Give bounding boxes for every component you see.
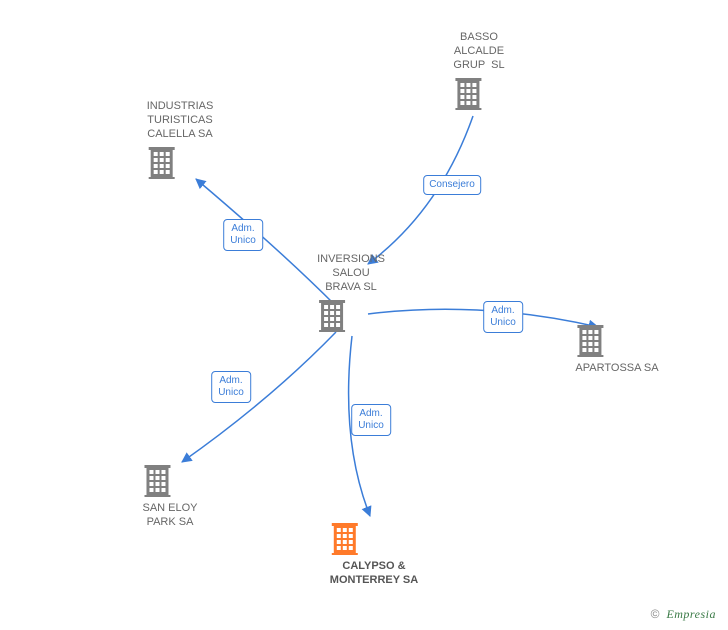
node-ind: INDUSTRIAS TURISTICAS CALELLA SA	[147, 99, 214, 179]
credit-text: Empresia	[666, 607, 716, 621]
node-label-ind: INDUSTRIAS TURISTICAS CALELLA SA	[147, 99, 214, 141]
node-label-calypso: CALYPSO & MONTERREY SA	[330, 559, 418, 587]
node-saneloy: SAN ELOY PARK SA	[142, 459, 197, 529]
node-calypso: CALYPSO & MONTERREY SA	[330, 517, 418, 587]
credit: © Empresia	[651, 607, 716, 622]
building-icon	[575, 325, 658, 357]
edge-label-e2: Consejero	[423, 175, 481, 195]
node-center: INVERSIONS SALOU BRAVA SL	[317, 252, 385, 332]
node-label-saneloy: SAN ELOY PARK SA	[142, 501, 197, 529]
diagram-stage: BASSO ALCALDE GRUP SL INDUSTRIAS TURISTI…	[0, 0, 728, 630]
building-icon	[142, 465, 197, 497]
node-label-center: INVERSIONS SALOU BRAVA SL	[317, 252, 385, 294]
edge-e1	[196, 179, 336, 306]
node-apart: APARTOSSA SA	[575, 319, 658, 375]
node-basso: BASSO ALCALDE GRUP SL	[453, 30, 504, 110]
edge-label-e5: Adm. Unico	[351, 404, 391, 436]
edge-label-e1: Adm. Unico	[223, 219, 263, 251]
building-icon	[453, 78, 504, 110]
node-label-basso: BASSO ALCALDE GRUP SL	[453, 30, 504, 72]
node-label-apart: APARTOSSA SA	[575, 361, 658, 375]
edge-label-e4: Adm. Unico	[211, 371, 251, 403]
building-icon	[317, 300, 385, 332]
building-icon	[330, 523, 418, 555]
edge-e4	[182, 332, 336, 462]
building-icon	[147, 147, 214, 179]
copyright-symbol: ©	[651, 607, 660, 621]
edge-label-e3: Adm. Unico	[483, 301, 523, 333]
